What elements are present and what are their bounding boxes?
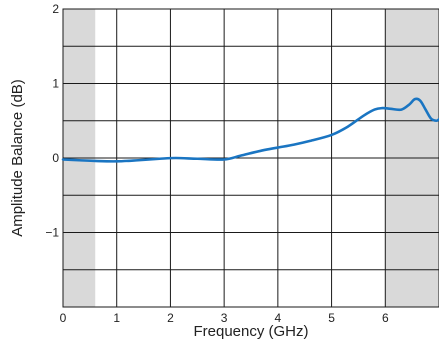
x-tick-labels: 0 1 2 3 4 5 6 — [60, 311, 389, 325]
y-tick-label-1: 1 — [52, 77, 59, 91]
x-axis-label: Frequency (GHz) — [193, 323, 308, 340]
y-tick-label-2: 2 — [52, 2, 59, 16]
x-tick-label-4: 4 — [275, 311, 282, 325]
plot-frame — [62, 8, 439, 308]
y-axis-label: Amplitude Balance (dB) — [9, 79, 26, 237]
x-tick-label-6: 6 — [382, 311, 389, 325]
grid-lines — [62, 8, 439, 308]
x-tick-label-1: 1 — [113, 311, 120, 325]
series-layer — [61, 97, 439, 163]
y-tick-label-neg1: −1 — [45, 226, 59, 240]
x-tick-label-2: 2 — [167, 311, 174, 325]
series-line-0 — [61, 97, 439, 163]
x-tick-label-0: 0 — [60, 311, 67, 325]
x-tick-label-5: 5 — [328, 311, 335, 325]
y-tick-label-0: 0 — [52, 151, 59, 165]
y-tick-labels: −1 0 1 2 — [45, 2, 59, 240]
x-tick-label-3: 3 — [221, 311, 228, 325]
